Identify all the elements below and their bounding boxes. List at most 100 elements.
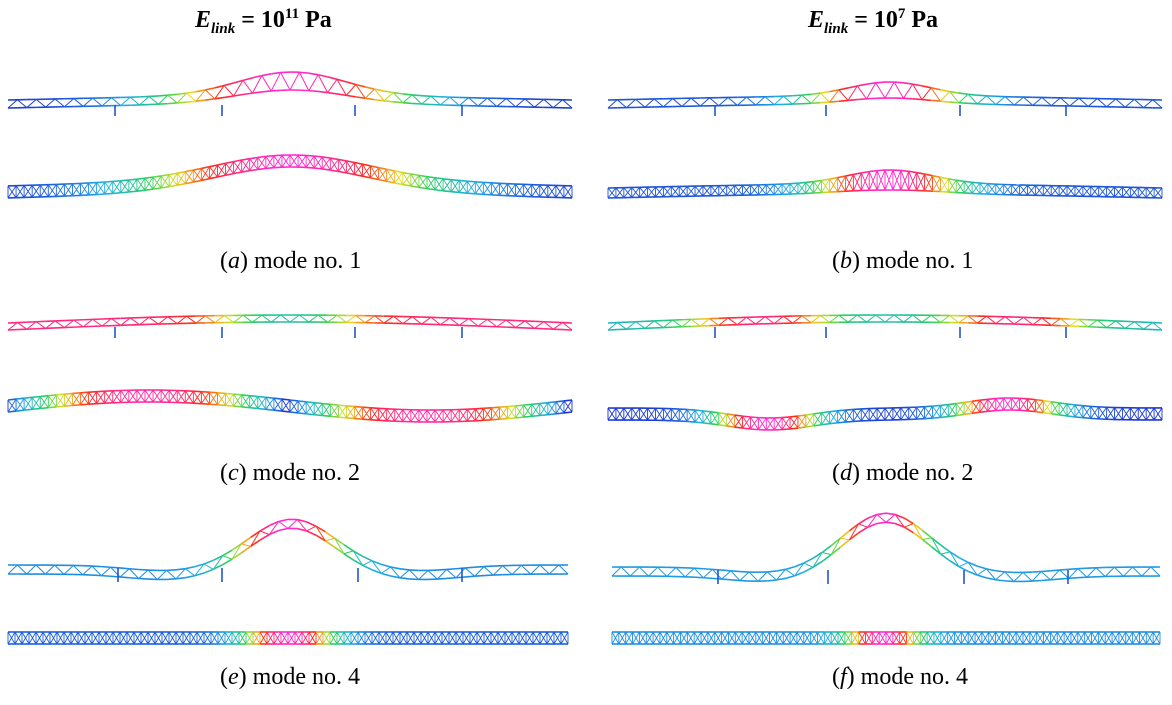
- truss-member: [225, 393, 234, 406]
- truss-member: [467, 192, 476, 195]
- truss-member: [977, 574, 987, 579]
- truss-member: [225, 172, 234, 177]
- truss-member: [7, 564, 18, 575]
- truss-member: [192, 391, 202, 404]
- truss-member: [515, 184, 525, 197]
- truss-member: [338, 170, 347, 174]
- truss-member: [242, 314, 253, 323]
- truss-member: [100, 566, 112, 576]
- truss-member: [655, 186, 664, 198]
- truss-member: [986, 577, 996, 581]
- truss-member: [317, 314, 328, 323]
- truss-member: [496, 319, 507, 328]
- truss-member: [70, 631, 79, 645]
- truss-member: [257, 156, 267, 170]
- truss-member: [186, 92, 197, 102]
- truss-member: [847, 85, 858, 101]
- truss-member: [694, 409, 704, 412]
- truss-member: [710, 412, 720, 425]
- truss-member: [406, 631, 415, 645]
- truss-member: [352, 550, 364, 566]
- truss-member: [346, 172, 355, 176]
- truss-member: [607, 99, 618, 109]
- truss-member: [289, 72, 300, 91]
- truss-member: [315, 525, 326, 533]
- truss-member: [1153, 407, 1163, 421]
- truss-member: [858, 526, 869, 534]
- truss-member: [1027, 399, 1036, 412]
- truss-member: [840, 537, 850, 541]
- truss-member: [233, 159, 243, 174]
- truss-member: [523, 404, 533, 418]
- caption-text: mode no. 1: [860, 248, 974, 274]
- truss-member: [773, 417, 783, 431]
- truss-member: [958, 556, 969, 564]
- truss-member: [92, 97, 103, 107]
- truss-member: [956, 179, 965, 183]
- truss-member: [329, 631, 338, 645]
- truss-member: [949, 551, 960, 559]
- truss-member: [515, 98, 526, 108]
- truss-member: [940, 553, 951, 562]
- truss-member: [694, 410, 704, 423]
- truss-member: [932, 174, 941, 179]
- truss-member: [136, 189, 146, 192]
- truss-member: [789, 182, 799, 195]
- truss-member: [427, 570, 438, 580]
- truss-member: [783, 95, 793, 105]
- truss-member: [249, 156, 258, 160]
- truss-member: [193, 167, 202, 171]
- truss-member: [139, 96, 150, 106]
- truss-member: [412, 102, 422, 105]
- truss-member: [289, 399, 299, 402]
- truss-member: [810, 92, 821, 104]
- truss-member: [721, 631, 729, 645]
- truss-member: [241, 157, 250, 161]
- truss-member: [378, 166, 387, 171]
- truss-member: [940, 415, 949, 419]
- title-unit: Pa: [299, 7, 332, 33]
- truss-member: [653, 98, 664, 108]
- truss-member: [129, 576, 139, 580]
- truss-member: [196, 631, 205, 645]
- truss-member: [418, 570, 429, 580]
- truss-member: [518, 631, 527, 645]
- truss-member: [803, 631, 812, 645]
- truss-member: [399, 631, 408, 645]
- truss-member: [727, 317, 738, 326]
- truss-member: [241, 543, 251, 547]
- truss-member: [785, 574, 795, 580]
- truss-member: [534, 98, 545, 108]
- truss-member: [54, 320, 65, 328]
- truss-member: [252, 631, 261, 645]
- truss-member: [393, 315, 404, 324]
- truss-member: [644, 320, 655, 329]
- truss-member: [402, 101, 413, 105]
- truss-member: [940, 544, 951, 553]
- truss-member: [675, 567, 686, 578]
- truss-member: [1059, 569, 1070, 579]
- truss-member: [860, 408, 870, 422]
- truss-member: [129, 567, 139, 571]
- truss-member: [499, 183, 508, 196]
- truss-member: [176, 315, 187, 324]
- truss-member: [710, 185, 720, 197]
- truss-member: [289, 400, 299, 413]
- truss-member: [318, 73, 328, 78]
- truss-member: [555, 400, 565, 415]
- truss-member: [921, 98, 932, 102]
- truss-member: [977, 94, 987, 97]
- truss-member: [346, 417, 355, 420]
- title-subscript: link: [824, 20, 849, 37]
- truss-member: [955, 181, 965, 193]
- truss-member: [940, 551, 951, 555]
- truss-member: [138, 569, 149, 579]
- truss-member: [314, 167, 323, 170]
- truss-member: [261, 90, 272, 93]
- truss-member: [700, 631, 709, 645]
- truss-member: [259, 524, 270, 532]
- truss-member: [821, 551, 832, 556]
- truss-member: [1066, 415, 1076, 418]
- truss-member: [238, 631, 247, 645]
- truss-member: [776, 568, 786, 572]
